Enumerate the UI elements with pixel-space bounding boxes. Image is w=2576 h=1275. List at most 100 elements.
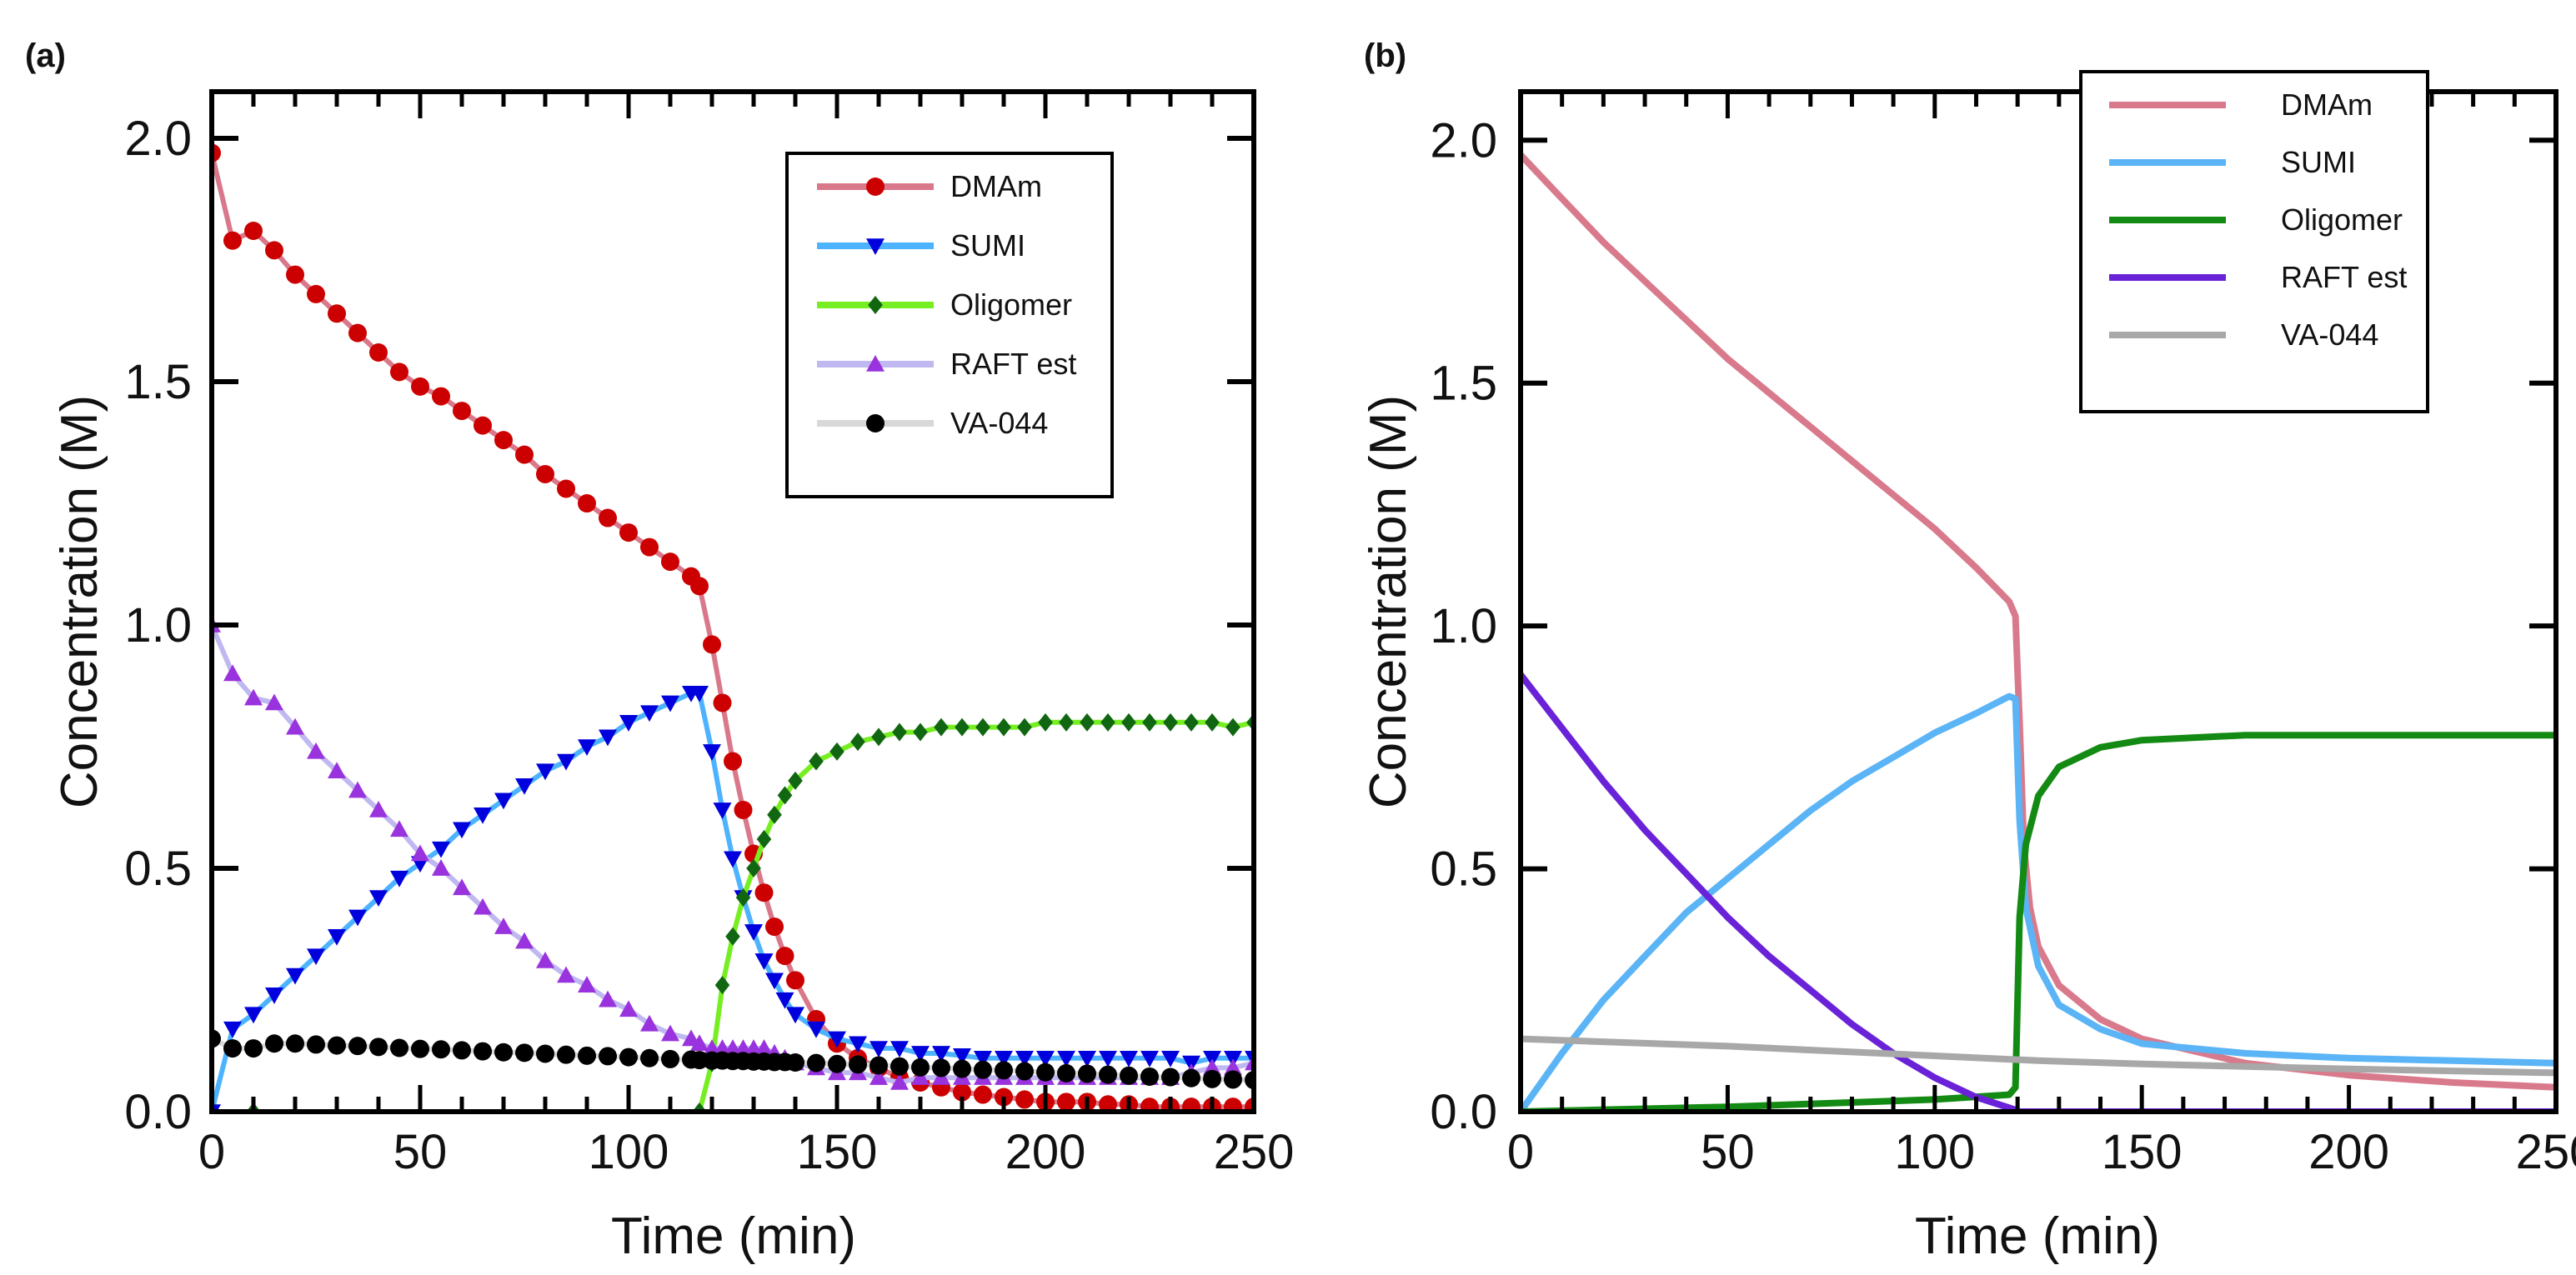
legend-label: DMAm (2281, 88, 2373, 122)
data-point (1078, 1064, 1096, 1083)
y-axis-title-a: Concentration (M) (51, 395, 108, 808)
y-tick-label: 2.0 (124, 112, 192, 166)
series-sumi (1521, 692, 2556, 1112)
data-point (870, 1056, 888, 1075)
y-tick-label: 2.0 (1430, 113, 1497, 168)
x-tick-label: 100 (589, 1125, 669, 1179)
x-axis-title-a: Time (min) (611, 1208, 856, 1265)
data-point (1017, 718, 1032, 737)
data-point (453, 402, 471, 421)
data-point (1015, 1050, 1034, 1068)
data-point (265, 1034, 283, 1053)
legend: DMAm SUMI Oligomer RAFT est VA-044 (785, 152, 1114, 498)
data-point (724, 752, 742, 771)
data-point (661, 695, 679, 712)
data-point (1184, 712, 1199, 732)
data-point (244, 1039, 263, 1058)
data-point (557, 1045, 575, 1064)
y-tick-label: 1.0 (1430, 599, 1497, 653)
data-point (557, 753, 575, 771)
y-tick-label: 0.0 (124, 1085, 192, 1139)
data-point (786, 971, 804, 990)
data-point (286, 1034, 304, 1053)
x-tick-label: 50 (393, 1125, 448, 1179)
x-tick-label: 100 (1894, 1125, 1975, 1179)
data-point (369, 343, 388, 362)
data-point (265, 241, 283, 260)
data-point (640, 1014, 659, 1032)
data-point (1057, 1092, 1075, 1112)
data-point (1036, 1062, 1055, 1082)
data-point (328, 1036, 346, 1055)
data-point (724, 851, 742, 868)
data-point (1120, 1050, 1138, 1068)
data-point (849, 1036, 867, 1053)
series-va-044 (1521, 1035, 2556, 1077)
data-point (307, 1035, 325, 1054)
data-point (265, 693, 283, 711)
data-point (515, 778, 534, 795)
plot-frame (209, 89, 1256, 1114)
legend-item: VA-044 (817, 406, 1048, 440)
data-point (1182, 1068, 1200, 1088)
legend-label: VA-044 (2281, 318, 2378, 352)
legend-item: SUMI (2109, 145, 2356, 179)
legend-item: Oligomer (817, 288, 1072, 322)
data-point (870, 1041, 888, 1058)
data-point (870, 1068, 888, 1085)
data-point (453, 822, 471, 839)
x-tick-label: 250 (1214, 1125, 1295, 1179)
data-point (223, 231, 242, 250)
data-point (786, 1053, 804, 1072)
data-point (536, 465, 554, 483)
data-point (1015, 1090, 1034, 1109)
x-tick-label: 200 (2308, 1125, 2389, 1179)
data-point (286, 718, 304, 735)
data-point (557, 479, 575, 498)
series-va-044 (212, 1029, 1254, 1090)
data-point (1120, 1066, 1138, 1085)
data-point (578, 976, 596, 992)
data-point (974, 1050, 992, 1068)
data-point (223, 1021, 242, 1038)
data-point (348, 909, 367, 927)
data-point (640, 538, 659, 557)
data-point (911, 1058, 930, 1077)
plot-area (1521, 152, 2556, 1112)
data-point (1140, 1050, 1159, 1068)
data-point (599, 990, 617, 1008)
data-point (911, 1068, 930, 1085)
series-line (1521, 672, 2556, 1112)
data-point (494, 431, 513, 450)
data-point (735, 888, 751, 908)
data-point (474, 807, 492, 824)
data-point (1205, 712, 1220, 732)
data-point (661, 1049, 679, 1068)
data-point (599, 1047, 617, 1066)
y-tick-label: 0.5 (1430, 842, 1497, 897)
data-point (714, 976, 730, 995)
legend-label: RAFT est (950, 347, 1076, 381)
legend-item: SUMI (817, 228, 1025, 262)
data-point (390, 870, 408, 888)
legend-marker (866, 238, 885, 255)
data-point (640, 1048, 659, 1068)
data-point (515, 1043, 534, 1062)
series-line (1521, 692, 2556, 1112)
data-point (1057, 1063, 1075, 1082)
legend-label: DMAm (950, 169, 1042, 203)
data-point (640, 705, 659, 722)
legend-marker (868, 296, 883, 314)
data-point (890, 1041, 909, 1058)
data-point (1099, 1095, 1117, 1112)
data-point (995, 1050, 1013, 1068)
x-tick-label: 0 (1507, 1125, 1534, 1179)
data-point (1140, 1067, 1159, 1086)
data-point (619, 1000, 638, 1018)
plot-frame (1518, 89, 2558, 1114)
series-raft-est (1521, 672, 2556, 1112)
data-point (286, 968, 304, 985)
data-point (244, 222, 263, 241)
legend-marker (866, 355, 885, 372)
data-point (932, 1046, 950, 1062)
